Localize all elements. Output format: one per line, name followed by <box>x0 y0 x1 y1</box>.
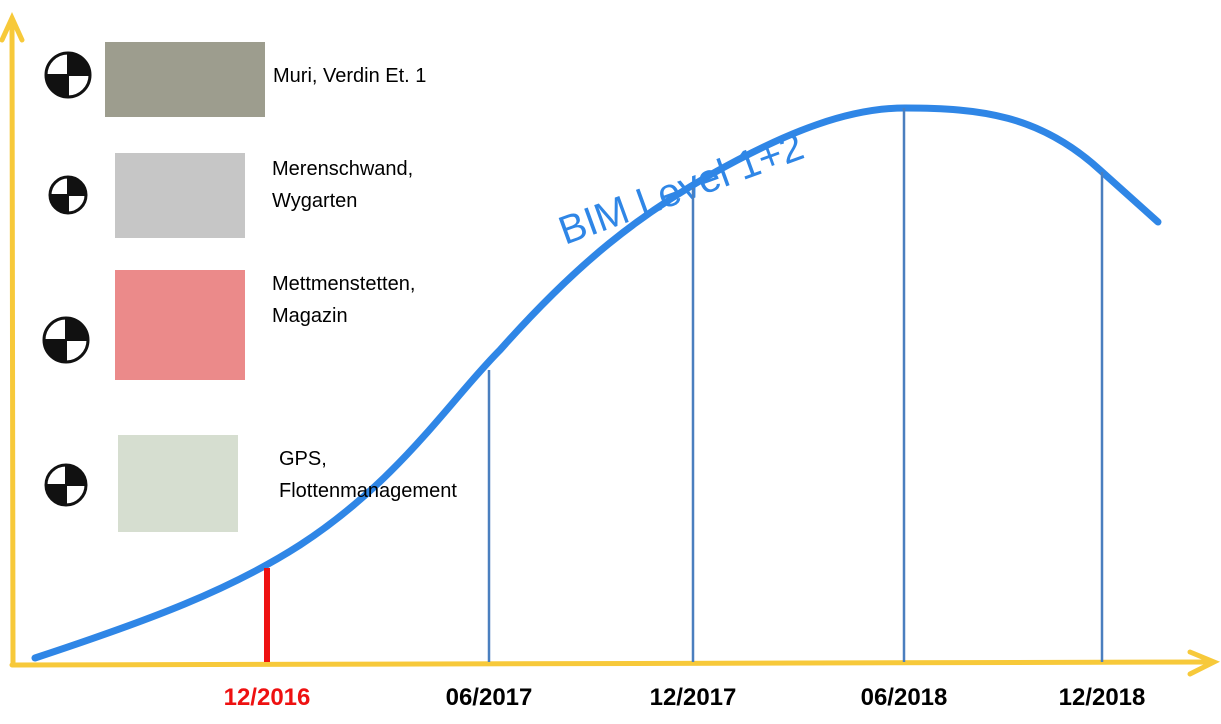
icon-quadrant <box>68 177 86 195</box>
project-name: GPS, <box>279 448 327 470</box>
y-arrow <box>0 11 25 43</box>
icon-quadrant <box>44 340 66 362</box>
axes <box>0 11 1221 677</box>
icon-quadrant <box>46 485 66 505</box>
milestone-date: 12/2016 <box>224 684 311 711</box>
curve-label: BIM Level 1+2 <box>553 124 809 253</box>
project-icon <box>48 175 88 215</box>
project-image <box>115 270 245 380</box>
icon-quadrant <box>68 53 90 75</box>
adoption-curve <box>31 104 1162 662</box>
milestone-date: 06/2018 <box>861 684 948 711</box>
project-name: Flottenmanagement <box>279 480 457 502</box>
project-name: Magazin <box>272 305 348 327</box>
y-axis <box>9 19 16 668</box>
milestone-date: 12/2017 <box>650 684 737 711</box>
icon-quadrant <box>46 75 68 97</box>
project-icon <box>42 316 90 364</box>
icon-quadrant <box>66 465 86 485</box>
project-image <box>118 435 238 532</box>
milestone-date: 12/2018 <box>1059 684 1146 711</box>
x-arrow <box>1187 649 1221 677</box>
milestone-date: 06/2017 <box>446 684 533 711</box>
layer: 12/2016 06/2017 12/2017 06/2018 12/2018 Muri,… <box>42 42 1146 711</box>
x-axis <box>9 659 1215 668</box>
project-name: Merenschwand, <box>272 158 413 180</box>
project-image <box>105 42 265 117</box>
project-name: Muri, Verdin Et. 1 <box>273 65 426 87</box>
project-icon <box>44 463 88 507</box>
project-icon <box>44 51 92 99</box>
icon-quadrant <box>66 318 88 340</box>
icon-quadrant <box>50 195 68 213</box>
project-name: Wygarten <box>272 190 357 212</box>
project-image <box>115 153 245 238</box>
project-name: Mettmenstetten, <box>272 273 415 295</box>
